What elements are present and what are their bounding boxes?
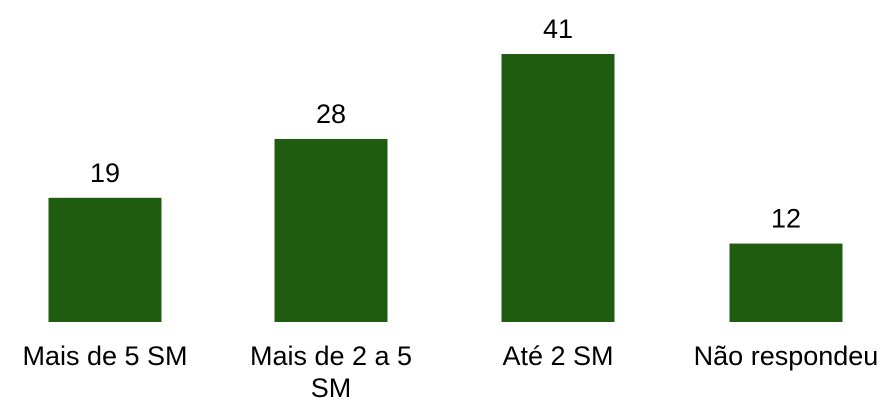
bar-3 <box>501 54 615 322</box>
category-label-2: Mais de 2 a 5 SM <box>250 341 412 401</box>
category-label-4: Não respondeu <box>694 341 879 371</box>
value-label-1: 19 <box>90 158 120 188</box>
value-labels-group: 19 28 41 12 <box>90 14 801 234</box>
category-labels-group: Mais de 5 SM Mais de 2 a 5 SM Até 2 SM Não r… <box>22 341 878 401</box>
bar-1 <box>48 197 162 322</box>
bars-group <box>48 54 843 322</box>
bar-2 <box>274 138 388 322</box>
category-label-3: Até 2 SM <box>502 341 613 371</box>
value-label-4: 12 <box>771 204 801 234</box>
value-label-3: 41 <box>543 14 573 44</box>
category-label-1: Mais de 5 SM <box>22 341 187 371</box>
bar-4 <box>729 243 843 322</box>
value-label-2: 28 <box>316 99 346 129</box>
